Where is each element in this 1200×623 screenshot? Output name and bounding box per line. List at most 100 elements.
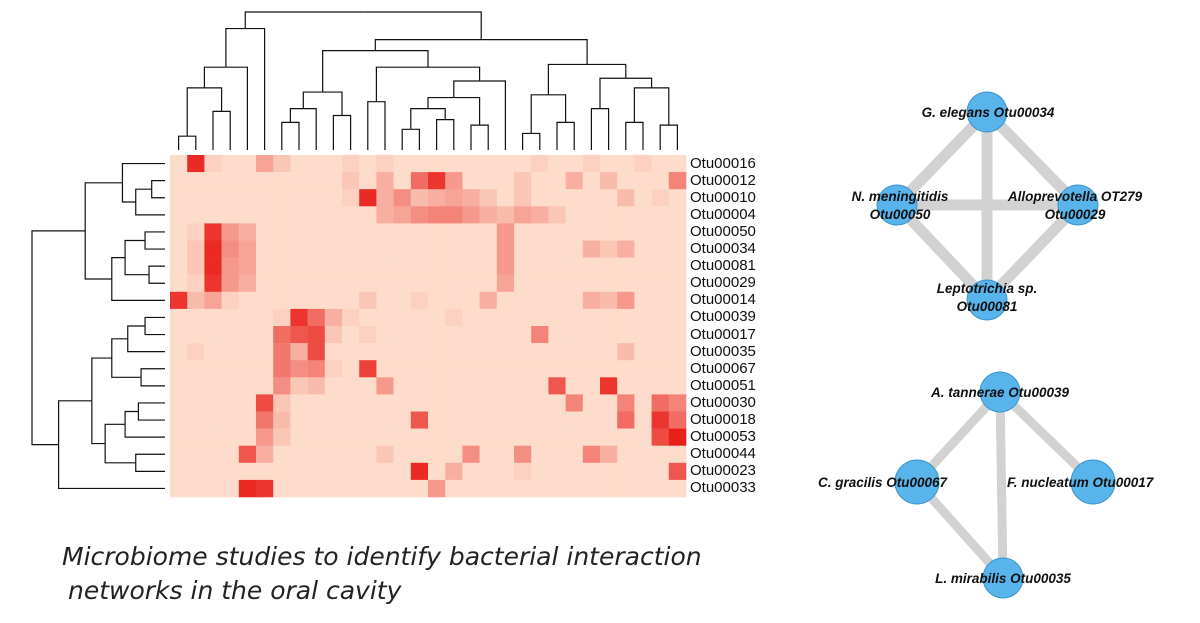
heatmap-cell — [462, 308, 480, 327]
heatmap-cell — [651, 172, 670, 190]
heatmap-cell — [170, 308, 188, 327]
heatmap-cell — [582, 189, 601, 207]
heatmap-cell — [651, 223, 670, 241]
heatmap-cell — [324, 223, 343, 241]
heatmap-cell — [617, 308, 635, 327]
dendrogram-branch — [427, 96, 454, 109]
heatmap-cell — [290, 428, 308, 446]
dendrogram-branch — [633, 87, 652, 123]
heatmap-cell — [170, 155, 188, 173]
heatmap-cell — [479, 479, 498, 498]
heatmap-cell — [307, 462, 326, 481]
node-g-elegans — [966, 91, 1008, 133]
heatmap-cell — [170, 343, 188, 361]
label-f-nucleatum-text: F. nucleatum Otu00017 — [1007, 475, 1154, 490]
row-label: Otu00029 — [690, 274, 756, 292]
heatmap-cell — [600, 308, 618, 327]
heatmap-cell — [445, 445, 463, 464]
heatmap-cell — [514, 462, 532, 481]
heatmap-cell — [496, 326, 515, 344]
heatmap-cell — [204, 462, 222, 481]
heatmap-cell — [668, 411, 687, 429]
heatmap-cell — [410, 155, 429, 173]
heatmap-cell — [582, 206, 601, 224]
heatmap-cell — [187, 206, 205, 224]
heatmap-cell — [617, 479, 635, 498]
heatmap-cell — [514, 428, 532, 446]
dendrogram-branch — [84, 230, 112, 280]
heatmap-cell — [668, 206, 687, 224]
heatmap-cell — [359, 189, 377, 207]
label-leptotrichia-name: Leptotrichia sp. — [936, 281, 1038, 296]
dendrogram-branch — [121, 162, 165, 183]
heatmap-cell — [651, 291, 670, 310]
heatmap-cell — [376, 172, 394, 190]
heatmap-cell — [273, 411, 291, 429]
heatmap-cell — [582, 360, 601, 378]
dendrogram-branch — [410, 128, 420, 150]
heatmap-cell — [617, 326, 635, 344]
heatmap-cell — [496, 445, 515, 464]
heatmap-cell — [170, 274, 188, 293]
heatmap-cell — [170, 411, 188, 429]
heatmap-cell — [548, 377, 566, 395]
heatmap-cell — [668, 223, 687, 241]
heatmap-cell — [238, 411, 257, 429]
heatmap-cell — [393, 377, 412, 395]
heatmap-cell — [273, 343, 291, 361]
heatmap-cell — [479, 394, 498, 412]
heatmap-cell — [290, 479, 308, 498]
heatmap-cell — [290, 257, 308, 275]
heatmap-cell — [462, 206, 480, 224]
heatmap-cell — [582, 377, 601, 395]
heatmap-cell — [617, 394, 635, 412]
dendrogram-branch — [178, 135, 188, 150]
heatmap-cell — [634, 343, 652, 361]
heatmap-cell — [496, 479, 515, 498]
dendrogram-branch — [587, 63, 627, 79]
heatmap-cell — [496, 257, 515, 275]
dendrogram-branch — [376, 101, 386, 150]
heatmap-cell — [582, 445, 601, 464]
heatmap-cell — [221, 240, 240, 258]
heatmap-cell — [617, 189, 635, 207]
dendrogram-branch — [186, 87, 205, 137]
heatmap-cell — [428, 377, 446, 395]
heatmap-cell — [600, 445, 618, 464]
heatmap-cell — [668, 360, 687, 378]
heatmap-cell — [204, 343, 222, 361]
heatmap-cell — [410, 428, 429, 446]
heatmap-cell — [651, 411, 670, 429]
heatmap-cell — [410, 257, 429, 275]
heatmap-cell — [170, 257, 188, 275]
heatmap-cell — [479, 462, 498, 481]
heatmap-cell — [514, 326, 532, 344]
heatmap-cell — [170, 172, 188, 190]
heatmap-cell — [256, 257, 274, 275]
heatmap-cell — [651, 155, 670, 173]
dendrogram-branch — [453, 80, 480, 98]
heatmap-cell — [273, 394, 291, 412]
heatmap-cell — [410, 411, 429, 429]
heatmap-cell — [582, 428, 601, 446]
heatmap-cell — [290, 377, 308, 395]
heatmap-cell — [428, 326, 446, 344]
heatmap-cell — [256, 445, 274, 464]
heatmap-cell — [462, 257, 480, 275]
label-alloprevotella: Alloprevotella OT279 Otu00029 — [990, 188, 1160, 224]
network-bottom — [894, 371, 1116, 599]
dendrogram-branch — [84, 182, 123, 231]
dendrogram-branch — [140, 368, 165, 378]
heatmap-cell — [307, 377, 326, 395]
heatmap-cell — [376, 343, 394, 361]
dendrogram-branch — [135, 453, 165, 463]
heatmap-cell — [428, 479, 446, 498]
heatmap-cell — [238, 479, 257, 498]
heatmap-cell — [290, 291, 308, 310]
heatmap-cell — [496, 360, 515, 378]
heatmap-cell — [428, 428, 446, 446]
heatmap-cell — [600, 377, 618, 395]
heatmap-cell — [273, 172, 291, 190]
heatmap-cell — [496, 394, 515, 412]
row-label: Otu00018 — [690, 411, 756, 428]
